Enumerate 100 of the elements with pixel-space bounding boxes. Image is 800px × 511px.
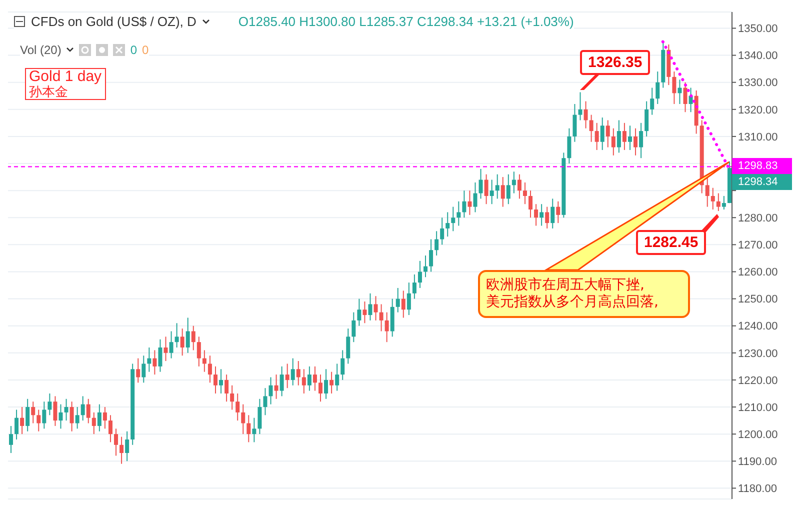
candlestick <box>500 176 505 208</box>
candlestick <box>418 260 422 288</box>
candlestick <box>307 366 312 392</box>
candlestick <box>280 366 284 397</box>
candlestick <box>556 200 560 224</box>
candlestick <box>550 198 555 229</box>
candlestick <box>346 328 350 364</box>
candlestick <box>70 401 74 432</box>
y-tick-label: 1250.00 <box>738 294 778 306</box>
candlestick <box>478 168 483 200</box>
candlestick <box>48 392 52 416</box>
candlestick <box>318 374 322 402</box>
y-tick-label: 1210.00 <box>738 402 778 414</box>
candlestick <box>285 363 290 389</box>
candlestick <box>208 355 212 384</box>
candlestick <box>152 350 157 376</box>
candlestick <box>644 100 649 137</box>
candlestick <box>258 398 262 435</box>
candlestick <box>191 325 196 351</box>
candlestick <box>213 366 218 394</box>
candlestick <box>611 128 616 156</box>
candlestick <box>606 120 610 148</box>
candlestick <box>219 368 224 394</box>
candlestick <box>120 436 124 464</box>
candlestick <box>628 125 632 150</box>
candlestick <box>246 414 251 443</box>
candlestick <box>158 338 162 372</box>
candlestick <box>142 355 146 384</box>
candlestick <box>634 128 638 156</box>
candlestick <box>42 401 46 430</box>
candlestick <box>517 174 522 200</box>
y-tick-label: 1240.00 <box>738 320 778 333</box>
candlestick <box>710 187 715 210</box>
y-tick-label: 1200.00 <box>738 428 778 441</box>
candlestick <box>75 406 80 430</box>
candlestick <box>678 79 682 104</box>
candlestick <box>440 217 444 246</box>
candlestick <box>622 122 626 150</box>
candlestick <box>86 398 90 424</box>
candlestick <box>534 204 538 226</box>
candlestick <box>490 179 494 205</box>
candlestick <box>600 117 604 150</box>
candlestick <box>384 312 389 343</box>
y-tick-label: 1190.00 <box>738 456 777 468</box>
ref-line-label: 1298.83 <box>732 158 792 174</box>
chart-subtitle: O1285.40 H1300.80 L1285.37 C1298.34 +13.21 (+1.03%) <box>238 14 574 29</box>
candlestick <box>650 87 654 116</box>
candlestick <box>268 376 273 405</box>
candlestick <box>567 128 572 164</box>
y-tick-label: 1330.00 <box>738 77 778 90</box>
chart-title: CFDs on Gold (US$ / OZ), D <box>31 14 196 29</box>
candlestick <box>656 71 660 104</box>
candlestick <box>716 192 720 212</box>
candlestick <box>572 103 577 142</box>
candlestick <box>396 287 400 313</box>
annotation: 1326.35 <box>580 50 650 75</box>
annotation: 1282.45 <box>636 230 706 255</box>
candlestick <box>401 290 406 318</box>
candlestick <box>20 406 24 435</box>
candlestick <box>540 204 544 226</box>
candlestick <box>429 238 434 272</box>
candlestick <box>335 363 340 392</box>
candlestick <box>639 122 644 159</box>
annotation: 孙本金 <box>29 84 69 99</box>
candlestick <box>252 417 256 443</box>
candlestick <box>80 396 85 422</box>
y-tick-label: 1350.00 <box>738 23 778 36</box>
candlestick <box>102 406 107 430</box>
candlestick <box>340 350 345 380</box>
candlestick <box>241 404 246 435</box>
candlestick <box>672 71 676 104</box>
candlestick <box>357 298 362 326</box>
y-tick-label: 1310.00 <box>738 131 778 144</box>
candlestick <box>312 366 317 392</box>
candlestick <box>274 374 278 400</box>
candlestick <box>263 388 268 416</box>
candlestick <box>374 296 378 321</box>
candlestick <box>125 430 130 462</box>
candlestick <box>352 312 356 343</box>
candlestick <box>545 206 550 229</box>
candlestick <box>97 404 102 432</box>
y-tick-label: 1230.00 <box>738 348 778 360</box>
candlestick <box>64 398 68 422</box>
candlestick <box>14 409 19 440</box>
annotation: 欧洲股市在周五大幅下挫, 美元指数从多个月高点回落, <box>486 277 660 311</box>
candlestick <box>456 200 461 226</box>
annotation: 0 <box>142 43 149 57</box>
candlestick <box>528 190 533 218</box>
candlestick <box>36 409 41 432</box>
candlestick <box>53 396 58 426</box>
candlestick <box>92 412 96 435</box>
y-tick-label: 1270.00 <box>738 240 778 252</box>
candlestick <box>468 190 472 216</box>
candlestick <box>434 230 439 256</box>
candlestick <box>9 425 13 454</box>
candlestick <box>236 392 240 422</box>
candlestick <box>302 368 306 394</box>
y-tick-label: 1340.00 <box>738 50 778 62</box>
candlestick <box>26 398 30 432</box>
candlestick <box>362 300 367 324</box>
